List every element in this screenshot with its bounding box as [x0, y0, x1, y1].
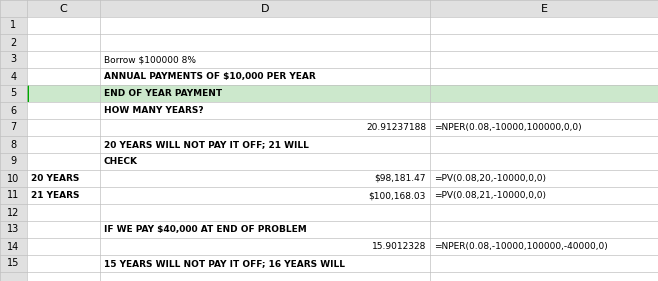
Text: =PV(0.08,20,-10000,0,0): =PV(0.08,20,-10000,0,0): [434, 174, 546, 183]
Text: 2: 2: [11, 37, 16, 47]
Text: 4: 4: [11, 71, 16, 81]
Text: =NPER(0.08,-10000,100000,-40000,0): =NPER(0.08,-10000,100000,-40000,0): [434, 242, 608, 251]
Text: E: E: [540, 3, 547, 13]
Text: 20.91237188: 20.91237188: [366, 123, 426, 132]
Text: 5: 5: [11, 89, 16, 99]
Text: D: D: [261, 3, 269, 13]
Text: END OF YEAR PAYMENT: END OF YEAR PAYMENT: [104, 89, 222, 98]
Text: 15 YEARS WILL NOT PAY IT OFF; 16 YEARS WILL: 15 YEARS WILL NOT PAY IT OFF; 16 YEARS W…: [104, 259, 345, 268]
Bar: [0, 17, 27, 281]
Text: 15.9012328: 15.9012328: [372, 242, 426, 251]
Text: Borrow $100000 8%: Borrow $100000 8%: [104, 55, 196, 64]
Text: 1: 1: [11, 21, 16, 31]
Text: $100,168.03: $100,168.03: [368, 191, 426, 200]
Bar: [27, 85, 658, 102]
Text: ANNUAL PAYMENTS OF $10,000 PER YEAR: ANNUAL PAYMENTS OF $10,000 PER YEAR: [104, 72, 316, 81]
Text: 15: 15: [7, 259, 20, 269]
Text: 21 YEARS: 21 YEARS: [31, 191, 80, 200]
Text: 7: 7: [11, 123, 16, 133]
Text: 9: 9: [11, 157, 16, 167]
Text: 20 YEARS WILL NOT PAY IT OFF; 21 WILL: 20 YEARS WILL NOT PAY IT OFF; 21 WILL: [104, 140, 309, 149]
Bar: [0, 0, 658, 17]
Text: 14: 14: [7, 241, 20, 251]
Text: 11: 11: [7, 191, 20, 201]
Text: 10: 10: [7, 173, 20, 183]
Text: 20 YEARS: 20 YEARS: [31, 174, 80, 183]
Text: 6: 6: [11, 105, 16, 115]
Text: C: C: [60, 3, 67, 13]
Text: 13: 13: [7, 225, 20, 235]
Text: HOW MANY YEARS?: HOW MANY YEARS?: [104, 106, 203, 115]
Text: =NPER(0.08,-10000,100000,0,0): =NPER(0.08,-10000,100000,0,0): [434, 123, 582, 132]
Text: $98,181.47: $98,181.47: [374, 174, 426, 183]
Text: 3: 3: [11, 55, 16, 65]
Text: =PV(0.08,21,-10000,0,0): =PV(0.08,21,-10000,0,0): [434, 191, 546, 200]
Text: CHECK: CHECK: [104, 157, 138, 166]
Text: 12: 12: [7, 207, 20, 217]
Text: 8: 8: [11, 139, 16, 149]
Text: IF WE PAY $40,000 AT END OF PROBLEM: IF WE PAY $40,000 AT END OF PROBLEM: [104, 225, 307, 234]
Bar: [27, 85, 29, 102]
